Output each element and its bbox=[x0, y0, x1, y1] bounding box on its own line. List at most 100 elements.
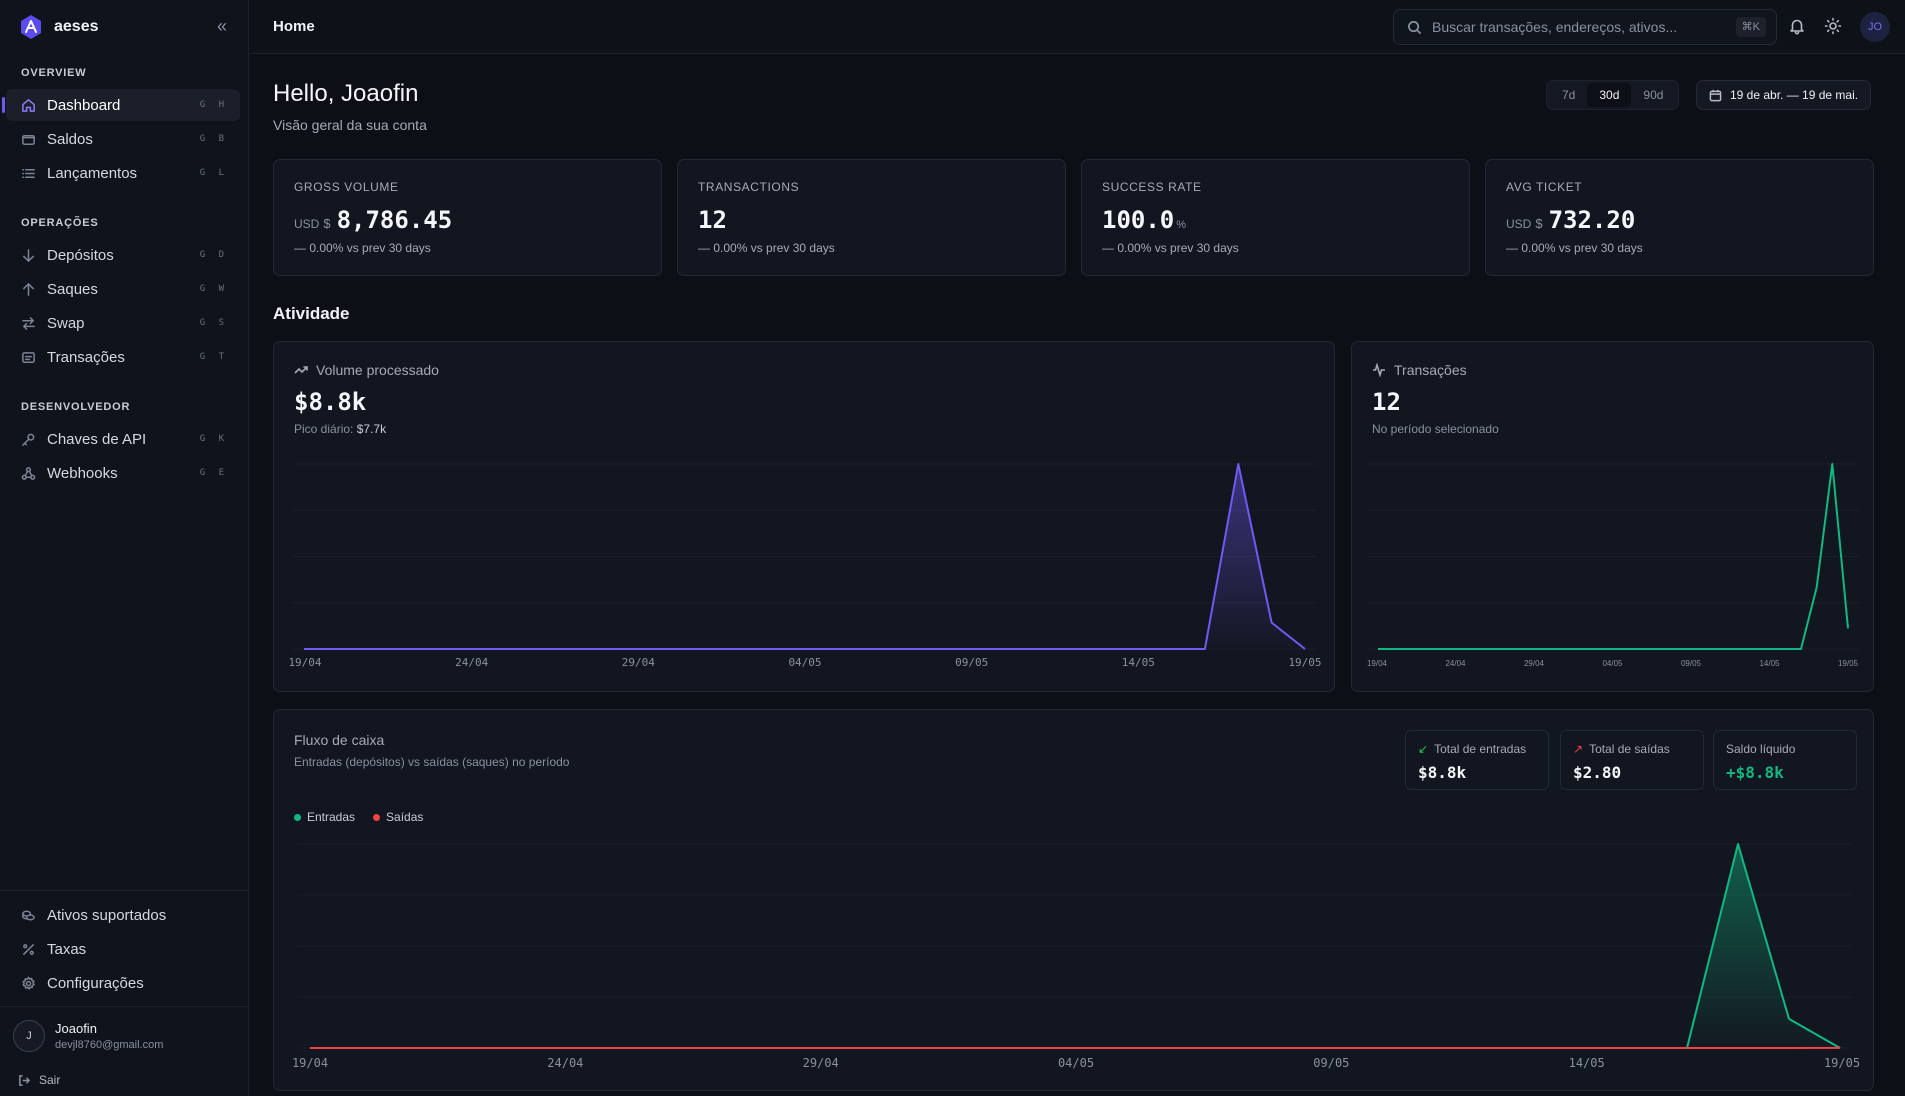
x-tick-label: 09/05 bbox=[1313, 1056, 1349, 1070]
stat-number: 8,786.45 bbox=[336, 206, 453, 234]
stat-card-avg-ticket: AVG TICKET USD $ 732.20 — 0.00% vs prev … bbox=[1485, 159, 1874, 276]
x-tick-label: 19/05 bbox=[1824, 1056, 1860, 1070]
app-name: aeses bbox=[54, 18, 99, 35]
stat-label: TRANSACTIONS bbox=[698, 180, 800, 194]
receipt-icon bbox=[20, 349, 36, 365]
bell-icon[interactable] bbox=[1788, 17, 1806, 35]
stat-value: USD $ 8,786.45 bbox=[294, 206, 452, 234]
stat-number: 732.20 bbox=[1548, 206, 1636, 234]
delta-value: 0.00% bbox=[309, 241, 344, 255]
brand[interactable]: aeses bbox=[20, 14, 99, 40]
shortcut-hint: G W bbox=[199, 284, 228, 294]
mini-label: ↗ Total de saídas bbox=[1573, 742, 1670, 756]
shortcut-hint: G L bbox=[199, 168, 228, 178]
sidebar-item-taxas[interactable]: Taxas bbox=[6, 933, 240, 965]
mini-label-text: Saldo líquido bbox=[1726, 742, 1796, 756]
user-name: Joaofin bbox=[55, 1021, 97, 1036]
sidebar-item-dashboard[interactable]: Dashboard G H bbox=[2, 89, 240, 121]
stat-value: 12 bbox=[698, 206, 727, 234]
mini-label-text: Total de entradas bbox=[1434, 742, 1527, 756]
calendar-icon bbox=[1709, 89, 1722, 101]
stat-unit: % bbox=[1176, 219, 1187, 231]
arrow-up-icon bbox=[20, 281, 36, 297]
arrow-down-left-icon: ↙ bbox=[1418, 742, 1429, 756]
sidebar-item-lancamentos[interactable]: Lançamentos G L bbox=[6, 157, 240, 189]
peak-value: $7.7k bbox=[356, 422, 387, 436]
sidebar-item-label: Webhooks bbox=[47, 464, 118, 482]
sidebar-item-label: Dashboard bbox=[47, 96, 121, 114]
shortcut-hint: G H bbox=[199, 100, 228, 110]
search-icon bbox=[1408, 20, 1422, 34]
stat-symbol: $ bbox=[1535, 216, 1543, 231]
swap-icon bbox=[20, 315, 36, 331]
sidebar-item-label: Swap bbox=[47, 314, 85, 332]
cashflow-panel: 19/04 24/04 29/04 04/05 09/05 14/05 19/05 Flux… bbox=[273, 709, 1874, 1091]
x-tick-label: 09/05 bbox=[955, 656, 988, 669]
stat-value: 100.0 % bbox=[1102, 206, 1186, 234]
stat-symbol: $ bbox=[323, 216, 331, 231]
logout-icon bbox=[19, 1074, 31, 1086]
legend-item-entradas[interactable]: Entradas bbox=[294, 810, 355, 824]
user-avatar[interactable]: JO bbox=[1860, 12, 1890, 42]
date-range-label: 19 de abr. — 19 de mai. bbox=[1730, 88, 1859, 102]
range-tab-7d[interactable]: 7d bbox=[1562, 88, 1576, 102]
transactions-panel: 19/04 24/04 29/04 04/05 09/05 14/05 19/05 Tran… bbox=[1351, 341, 1874, 692]
x-tick-label: 29/04 bbox=[803, 1056, 839, 1070]
x-tick-label: 14/05 bbox=[1122, 656, 1155, 669]
x-tick-label: 09/05 bbox=[1681, 659, 1702, 668]
panel-title: Transações bbox=[1372, 362, 1467, 378]
percent-icon bbox=[20, 941, 36, 957]
panel-subtitle: Pico diário: $7.7k bbox=[294, 422, 386, 436]
x-tick-label: 19/04 bbox=[292, 1056, 328, 1070]
user-card[interactable]: J Joaofin devjl8760@gmail.com bbox=[13, 1020, 163, 1052]
sidebar-item-webhooks[interactable]: Webhooks G E bbox=[6, 457, 240, 489]
shortcut-hint: G B bbox=[199, 134, 228, 144]
range-tabs: 7d 30d 90d bbox=[1546, 80, 1680, 110]
legend-item-saidas[interactable]: Saídas bbox=[373, 810, 423, 824]
chart-legend: Entradas Saídas bbox=[294, 810, 423, 824]
date-range-button[interactable]: 19 de abr. — 19 de mai. bbox=[1696, 80, 1872, 110]
range-tab-30d[interactable]: 30d bbox=[1587, 83, 1632, 107]
stat-card-transactions: TRANSACTIONS 12 — 0.00% vs prev 30 days bbox=[677, 159, 1066, 276]
logo-icon bbox=[21, 15, 41, 39]
stat-currency: USD bbox=[294, 217, 320, 231]
sidebar: aeses « OVERVIEW Dashboard G H Saldos G … bbox=[0, 0, 249, 1096]
stat-card-gross-volume: GROSS VOLUME USD $ 8,786.45 — 0.00% vs p… bbox=[273, 159, 662, 276]
breadcrumb[interactable]: Home bbox=[273, 18, 315, 35]
key-icon bbox=[20, 431, 36, 447]
x-tick-label: 19/04 bbox=[1367, 659, 1388, 668]
mini-label: Saldo líquido bbox=[1726, 742, 1795, 756]
sidebar-item-saques[interactable]: Saques G W bbox=[6, 273, 240, 305]
stat-number: 12 bbox=[698, 206, 727, 234]
search-box[interactable]: ⌘K bbox=[1393, 9, 1777, 45]
x-tick-label: 29/04 bbox=[1524, 659, 1545, 668]
mini-label: ↙ Total de entradas bbox=[1418, 742, 1526, 756]
sidebar-item-chaves-api[interactable]: Chaves de API G K bbox=[6, 423, 240, 455]
sidebar-item-label: Ativos suportados bbox=[47, 906, 167, 924]
collapse-sidebar-icon[interactable]: « bbox=[216, 16, 227, 36]
volume-chart: 19/04 24/04 29/04 04/05 09/05 14/05 19/05 bbox=[288, 463, 1322, 669]
sidebar-item-saldos[interactable]: Saldos G B bbox=[6, 123, 240, 155]
legend-dot bbox=[294, 813, 301, 821]
sidebar-item-transacoes[interactable]: Transações G T bbox=[6, 341, 240, 373]
section-title-desenvolvedor: DESENVOLVEDOR bbox=[21, 401, 131, 413]
logout-button[interactable]: Sair bbox=[18, 1073, 60, 1087]
range-tab-90d[interactable]: 90d bbox=[1643, 88, 1664, 102]
x-tick-label: 24/04 bbox=[547, 1056, 583, 1070]
webhook-icon bbox=[20, 465, 36, 481]
sidebar-item-swap[interactable]: Swap G S bbox=[6, 307, 240, 339]
sun-icon[interactable] bbox=[1824, 17, 1842, 35]
wallet-icon bbox=[20, 131, 36, 147]
total-entradas-card: ↙ Total de entradas $8.8k bbox=[1405, 730, 1549, 790]
sidebar-item-configuracoes[interactable]: Configurações bbox=[6, 967, 240, 999]
sidebar-item-depositos[interactable]: Depósitos G D bbox=[6, 239, 240, 271]
cashflow-chart: 19/04 24/04 29/04 04/05 09/05 14/05 19/05 bbox=[292, 843, 1860, 1070]
mini-label-text: Total de saídas bbox=[1589, 742, 1670, 756]
search-input[interactable] bbox=[1432, 19, 1732, 35]
avatar: J bbox=[13, 1020, 45, 1052]
sidebar-item-ativos[interactable]: Ativos suportados bbox=[6, 899, 240, 931]
x-tick-label: 04/05 bbox=[1058, 1056, 1094, 1070]
x-tick-label: 19/05 bbox=[1838, 659, 1859, 668]
shortcut-hint: G S bbox=[199, 318, 228, 328]
stat-value: USD $ 732.20 bbox=[1506, 206, 1635, 234]
